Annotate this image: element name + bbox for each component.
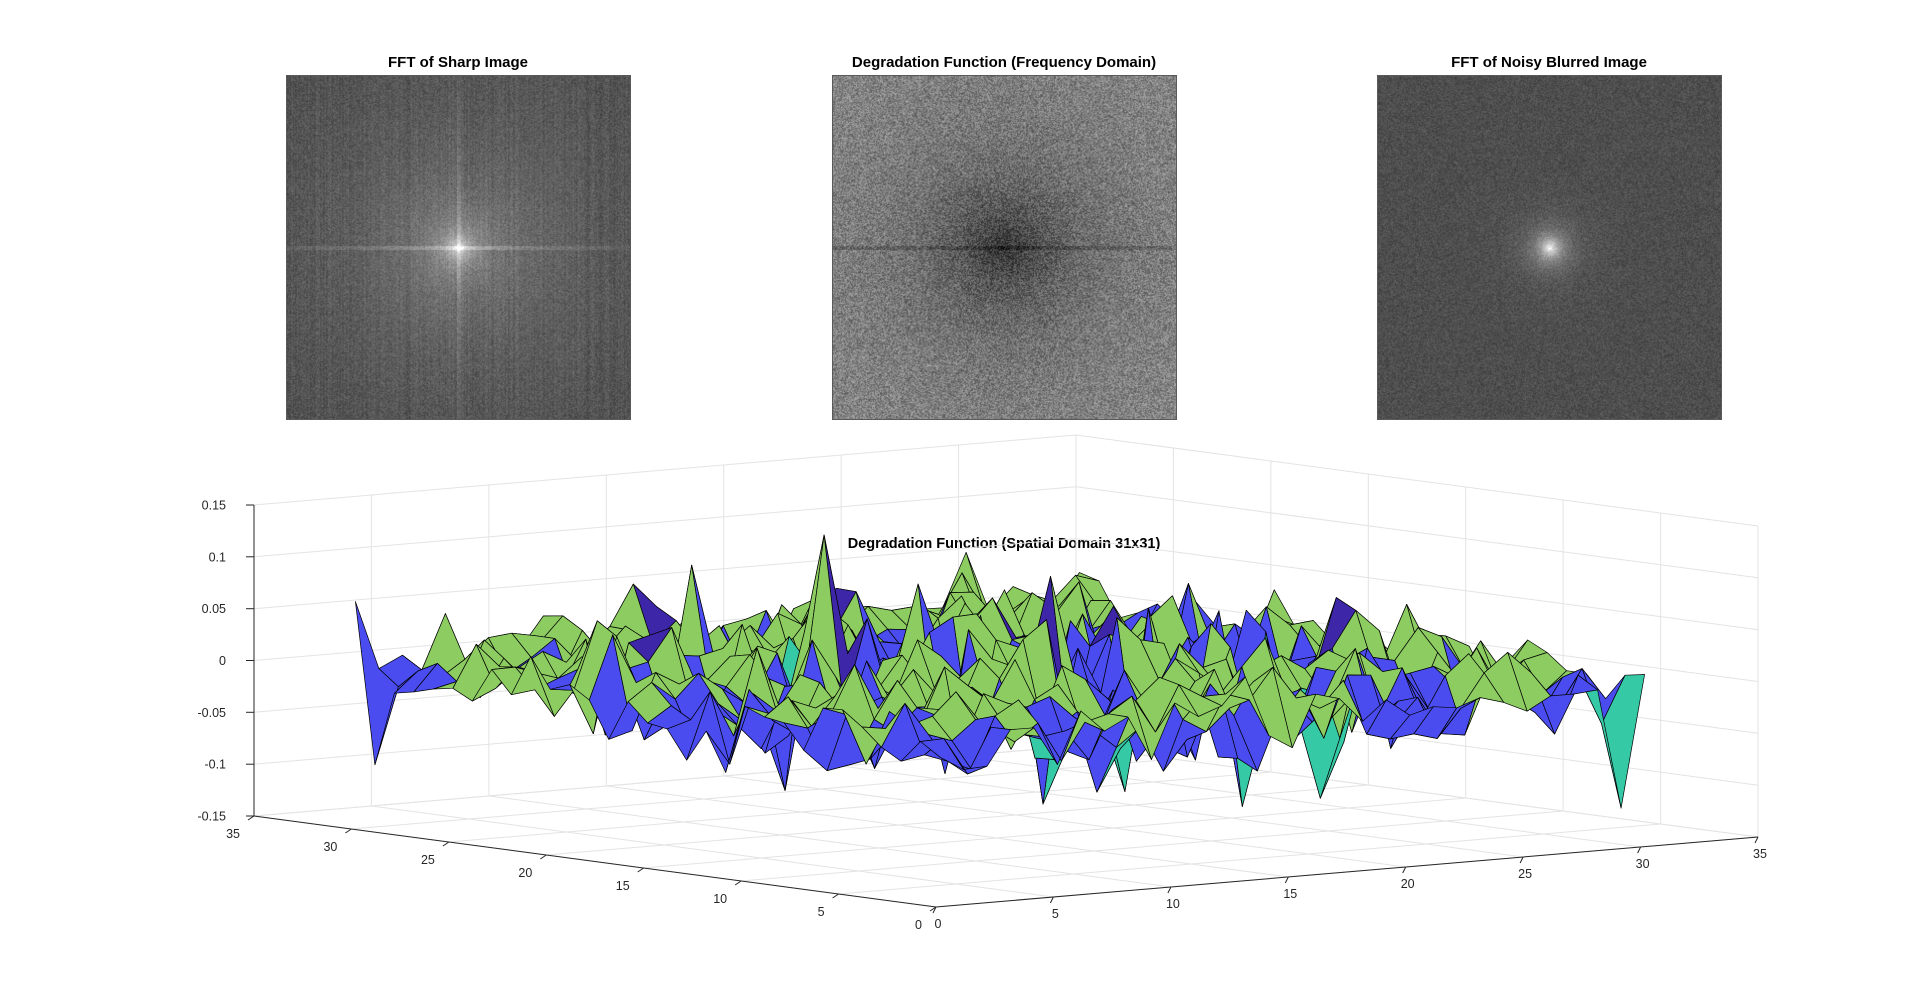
x-tick bbox=[1637, 846, 1642, 854]
y-tick-label: 10 bbox=[713, 892, 727, 906]
z-tick-label: -0.1 bbox=[204, 758, 226, 772]
grid-line bbox=[546, 784, 1369, 856]
x-tick bbox=[1284, 876, 1289, 884]
grid-line bbox=[253, 434, 1077, 506]
surface-face bbox=[355, 601, 399, 766]
y-tick-label: 5 bbox=[818, 905, 825, 919]
y-tick-label: 0 bbox=[915, 918, 922, 932]
x-tick bbox=[932, 906, 937, 914]
grid-line bbox=[253, 538, 1077, 610]
y-tick-label: 30 bbox=[323, 840, 337, 854]
x-tick bbox=[1754, 836, 1759, 844]
surface-mesh bbox=[355, 534, 1645, 809]
x-tick-label: 15 bbox=[1283, 887, 1297, 901]
fft-noisy-blurred-image bbox=[1377, 75, 1722, 420]
z-tick-label: 0.05 bbox=[202, 602, 226, 616]
grid-line bbox=[1075, 538, 1759, 631]
y-tick-label: 15 bbox=[616, 879, 630, 893]
grid-line bbox=[253, 486, 1077, 558]
x-tick-label: 25 bbox=[1518, 867, 1532, 881]
x-tick-label: 5 bbox=[1052, 907, 1059, 921]
tick-labels: 0 5 10 15 20 25 30 35 0 5 10 15 20 25 30 35 -0.15 -0.1 -0.… bbox=[198, 499, 1767, 933]
y-tick bbox=[247, 815, 255, 821]
surface-face bbox=[920, 738, 964, 770]
grid-line bbox=[351, 758, 1174, 830]
degradation-frequency-image bbox=[832, 75, 1177, 420]
y-axis-line bbox=[253, 815, 937, 908]
grid-line bbox=[1075, 434, 1759, 527]
grid-line bbox=[1075, 486, 1759, 579]
axes bbox=[246, 504, 1759, 914]
y-tick bbox=[442, 841, 450, 847]
y-tick bbox=[637, 867, 644, 873]
y-tick bbox=[929, 906, 937, 912]
x-tick bbox=[1519, 856, 1524, 864]
x-tick-label: 10 bbox=[1166, 897, 1180, 911]
grid-line bbox=[958, 755, 1641, 848]
z-tick-label: 0.15 bbox=[202, 499, 226, 513]
panel-title-sharp: FFT of Sharp Image bbox=[387, 54, 529, 71]
grid-line bbox=[741, 810, 1564, 882]
y-tick bbox=[734, 880, 742, 886]
z-tick-label: -0.15 bbox=[198, 810, 227, 824]
z-tick-label: 0 bbox=[219, 654, 226, 668]
y-tick bbox=[540, 854, 547, 860]
grid-line bbox=[488, 795, 1171, 888]
grid-line bbox=[643, 797, 1466, 869]
grid-line bbox=[606, 785, 1289, 878]
y-tick-label: 35 bbox=[226, 827, 240, 841]
x-tick-label: 30 bbox=[1636, 857, 1650, 871]
z-tick-label: 0.1 bbox=[209, 550, 226, 564]
panel-title-degradation: Degradation Function (Frequency Domain) bbox=[851, 54, 1157, 71]
grid-line bbox=[723, 775, 1406, 868]
grid-line bbox=[371, 805, 1054, 898]
x-tick-label: 35 bbox=[1753, 847, 1767, 861]
fft-sharp-image bbox=[286, 75, 631, 420]
y-tick bbox=[832, 893, 839, 899]
x-tick bbox=[1402, 866, 1407, 874]
x-tick-label: 0 bbox=[935, 917, 942, 931]
grid-line bbox=[1075, 745, 1759, 838]
y-tick-label: 20 bbox=[518, 866, 532, 880]
y-tick-label: 25 bbox=[421, 853, 435, 867]
panel-title-noisy: FFT of Noisy Blurred Image bbox=[1451, 54, 1647, 71]
x-tick-label: 20 bbox=[1401, 877, 1415, 891]
z-tick-label: -0.05 bbox=[198, 706, 227, 720]
grid-line bbox=[841, 765, 1524, 858]
grid-line bbox=[448, 771, 1271, 843]
grid-line bbox=[838, 823, 1661, 895]
y-tick bbox=[345, 828, 352, 834]
x-tick bbox=[1049, 896, 1054, 904]
x-tick bbox=[1167, 886, 1172, 894]
x-axis-line bbox=[935, 836, 1759, 908]
